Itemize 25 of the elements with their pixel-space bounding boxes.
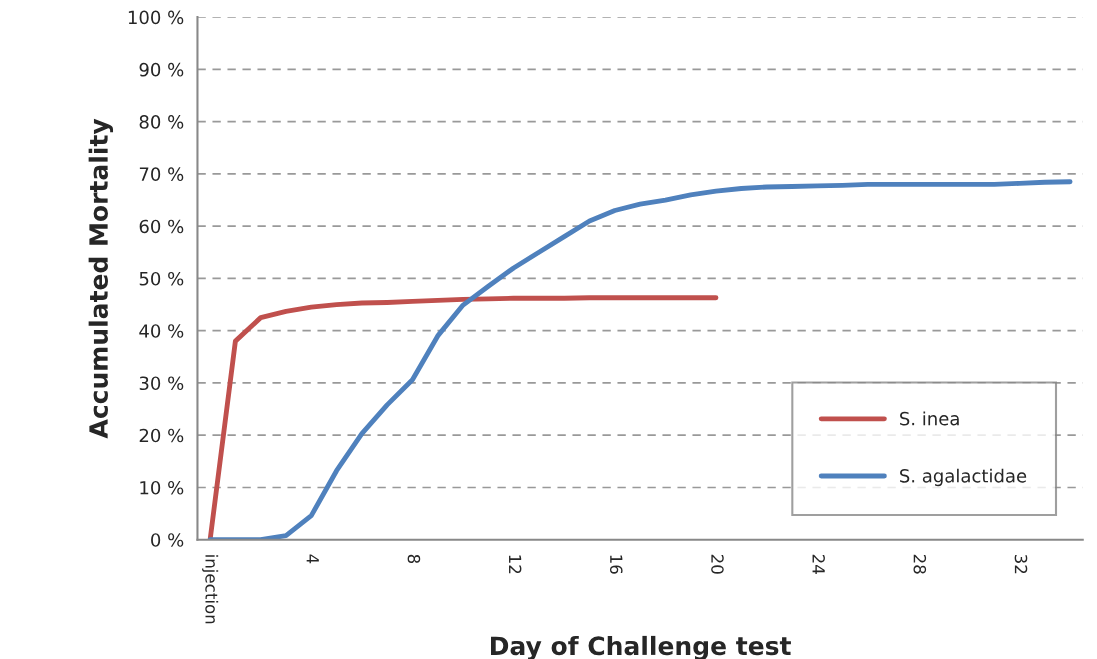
y-tick-label: 40 % [139, 324, 184, 338]
y-tick-label: 80 % [139, 115, 184, 129]
y-tick-label: 0 % [151, 533, 184, 547]
x-tick-label: 12 [509, 555, 522, 574]
x-tick-label: 24 [812, 554, 825, 574]
x-tick-label: 20 [711, 554, 724, 574]
y-tick-label: 100 % [128, 10, 184, 25]
y-tick-label: 50 % [139, 271, 184, 286]
line-series [207, 295, 719, 540]
x-tick-label: 16 [609, 555, 623, 574]
y-tick-label: 20 % [139, 428, 184, 443]
x-tick-label: injection [202, 555, 219, 624]
y-tick-label: 60 % [139, 219, 184, 234]
y-tick-label: 70 % [139, 167, 184, 182]
y-tick-label: 90 % [139, 62, 184, 77]
x-tick-label: 28 [913, 554, 927, 574]
x-tick-label: 32 [1014, 554, 1028, 574]
x-tick-label: 8 [407, 554, 421, 564]
y-tick-label: 30 % [139, 376, 184, 391]
legend-label: S. agalactidae [900, 468, 1027, 487]
y-axis-title: Accumulated Mortality [88, 118, 114, 439]
x-tick-label: 4 [306, 554, 319, 564]
line-series [207, 179, 1073, 540]
y-tick-label: 10 % [140, 480, 184, 495]
legend-label: S. inea [900, 411, 959, 426]
